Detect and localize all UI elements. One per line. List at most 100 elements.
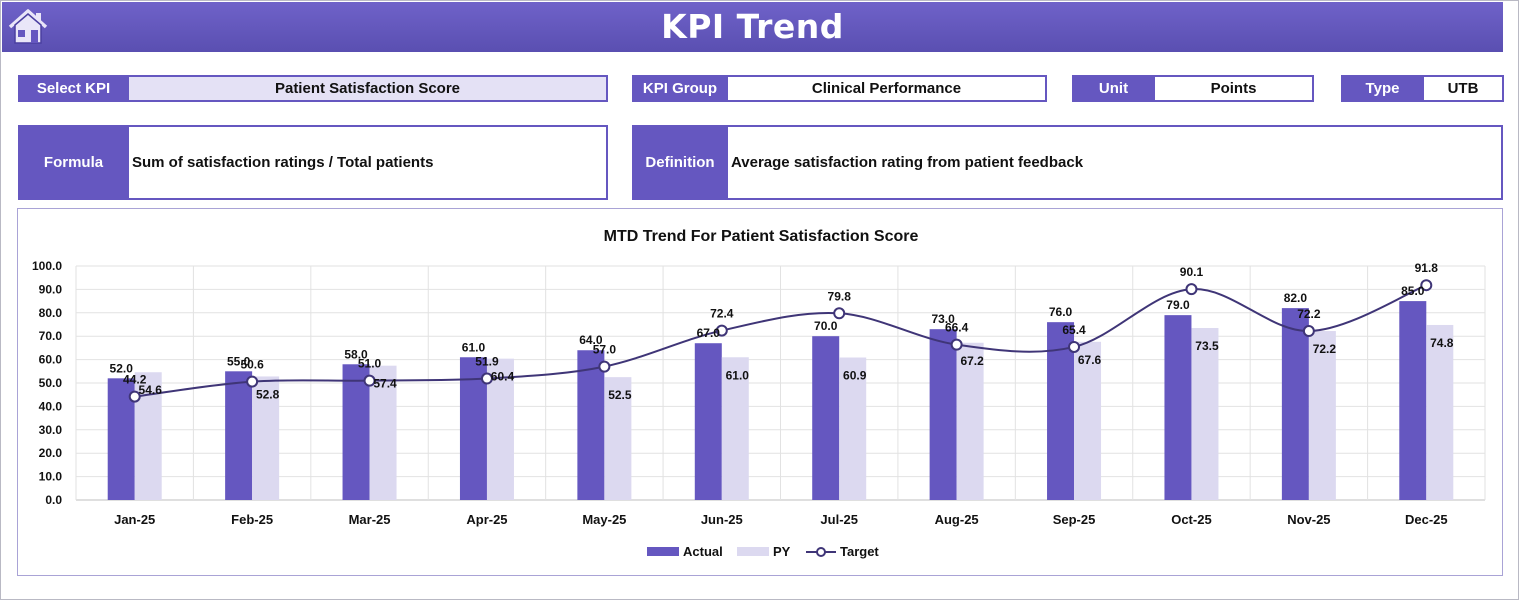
x-tick-label: Mar-25 (349, 512, 391, 527)
y-tick-label: 10.0 (39, 470, 63, 484)
py-data-label: 57.4 (373, 377, 397, 391)
type-value: UTB (1422, 75, 1504, 102)
target-data-label: 72.4 (710, 307, 734, 321)
x-tick-label: Sep-25 (1053, 512, 1096, 527)
py-data-label: 52.5 (608, 388, 632, 402)
y-tick-label: 20.0 (39, 446, 63, 460)
y-tick-label: 40.0 (39, 399, 63, 413)
x-tick-label: Jul-25 (820, 512, 858, 527)
x-tick-label: May-25 (582, 512, 626, 527)
y-tick-label: 30.0 (39, 423, 63, 437)
actual-data-label: 79.0 (1166, 298, 1190, 312)
actual-bar (929, 329, 957, 500)
header-bar: KPI Trend (2, 2, 1503, 52)
py-bar (1074, 341, 1102, 500)
py-bar (1191, 328, 1219, 500)
py-bar (721, 357, 749, 500)
actual-data-label: 52.0 (110, 361, 134, 375)
target-point (1185, 283, 1198, 296)
py-data-label: 54.6 (139, 383, 163, 397)
actual-data-label: 58.0 (344, 347, 368, 361)
x-tick-label: Jan-25 (114, 512, 155, 527)
page-title: KPI Trend (661, 7, 844, 46)
actual-bar (1281, 308, 1309, 500)
py-data-label: 60.9 (843, 368, 867, 382)
y-tick-label: 50.0 (39, 376, 63, 390)
py-bar (604, 377, 632, 500)
x-tick-label: Dec-25 (1405, 512, 1448, 527)
actual-bar (225, 371, 253, 500)
actual-data-label: 76.0 (1049, 305, 1073, 319)
y-tick-label: 100.0 (32, 259, 62, 273)
actual-data-label: 70.0 (814, 319, 838, 333)
x-tick-label: Apr-25 (466, 512, 507, 527)
py-data-label: 67.2 (960, 354, 984, 368)
actual-data-label: 73.0 (931, 312, 955, 326)
legend-actual: Actual (647, 544, 723, 559)
actual-data-label: 82.0 (1284, 291, 1308, 305)
type-label: Type (1341, 75, 1424, 102)
legend-target-label: Target (840, 544, 879, 559)
target-data-label: 90.1 (1180, 265, 1204, 279)
actual-bar (812, 336, 840, 500)
kpi-group-label: KPI Group (632, 75, 728, 102)
select-kpi-label: Select KPI (18, 75, 129, 102)
legend-actual-label: Actual (683, 544, 723, 559)
target-data-label: 79.8 (828, 289, 852, 303)
py-bar (1308, 331, 1336, 500)
py-bar (1426, 324, 1454, 500)
actual-bar (1399, 301, 1427, 500)
py-data-label: 52.8 (256, 387, 280, 401)
formula-value: Sum of satisfaction ratings / Total pati… (127, 125, 608, 200)
target-point (363, 374, 376, 387)
target-point (128, 390, 141, 403)
py-bar (252, 376, 280, 500)
actual-data-label: 67.0 (697, 326, 721, 340)
actual-bar (577, 350, 605, 500)
y-tick-label: 70.0 (39, 329, 63, 343)
target-data-label: 57.0 (593, 343, 617, 357)
legend-target-swatch (806, 546, 836, 557)
target-data-label: 44.2 (123, 373, 147, 387)
target-data-label: 51.0 (358, 357, 382, 371)
target-point (1302, 325, 1315, 338)
definition-label: Definition (632, 125, 728, 200)
home-icon[interactable] (6, 6, 50, 46)
formula-label: Formula (18, 125, 129, 200)
select-kpi-dropdown[interactable]: Patient Satisfaction Score (127, 75, 608, 102)
x-tick-label: Jun-25 (701, 512, 743, 527)
target-point (480, 372, 493, 385)
actual-bar (342, 364, 370, 500)
actual-data-label: 85.0 (1401, 284, 1425, 298)
actual-bar (1047, 322, 1075, 500)
py-data-label: 61.0 (726, 368, 750, 382)
y-tick-label: 90.0 (39, 282, 63, 296)
py-data-label: 67.6 (1078, 353, 1102, 367)
py-bar (839, 357, 867, 500)
legend-py-label: PY (773, 544, 791, 559)
definition-value: Average satisfaction rating from patient… (726, 125, 1503, 200)
target-point (1068, 340, 1081, 353)
target-data-label: 91.8 (1415, 261, 1439, 275)
actual-bar (694, 343, 722, 500)
actual-data-label: 61.0 (462, 340, 486, 354)
actual-data-label: 55.0 (227, 354, 251, 368)
target-point (833, 307, 846, 320)
legend-py: PY (737, 544, 790, 559)
actual-bar (1164, 315, 1192, 500)
unit-value: Points (1153, 75, 1314, 102)
py-bar (956, 342, 984, 500)
target-point (1420, 279, 1433, 292)
target-data-label: 72.2 (1297, 307, 1321, 321)
py-bar (369, 365, 397, 500)
x-tick-label: Nov-25 (1287, 512, 1330, 527)
kpi-group-value: Clinical Performance (726, 75, 1047, 102)
target-point (715, 324, 728, 337)
target-data-label: 50.6 (240, 358, 264, 372)
x-tick-label: Aug-25 (935, 512, 979, 527)
target-point (950, 338, 963, 351)
target-point (246, 375, 259, 388)
y-tick-label: 0.0 (45, 493, 62, 507)
y-tick-label: 80.0 (39, 306, 63, 320)
